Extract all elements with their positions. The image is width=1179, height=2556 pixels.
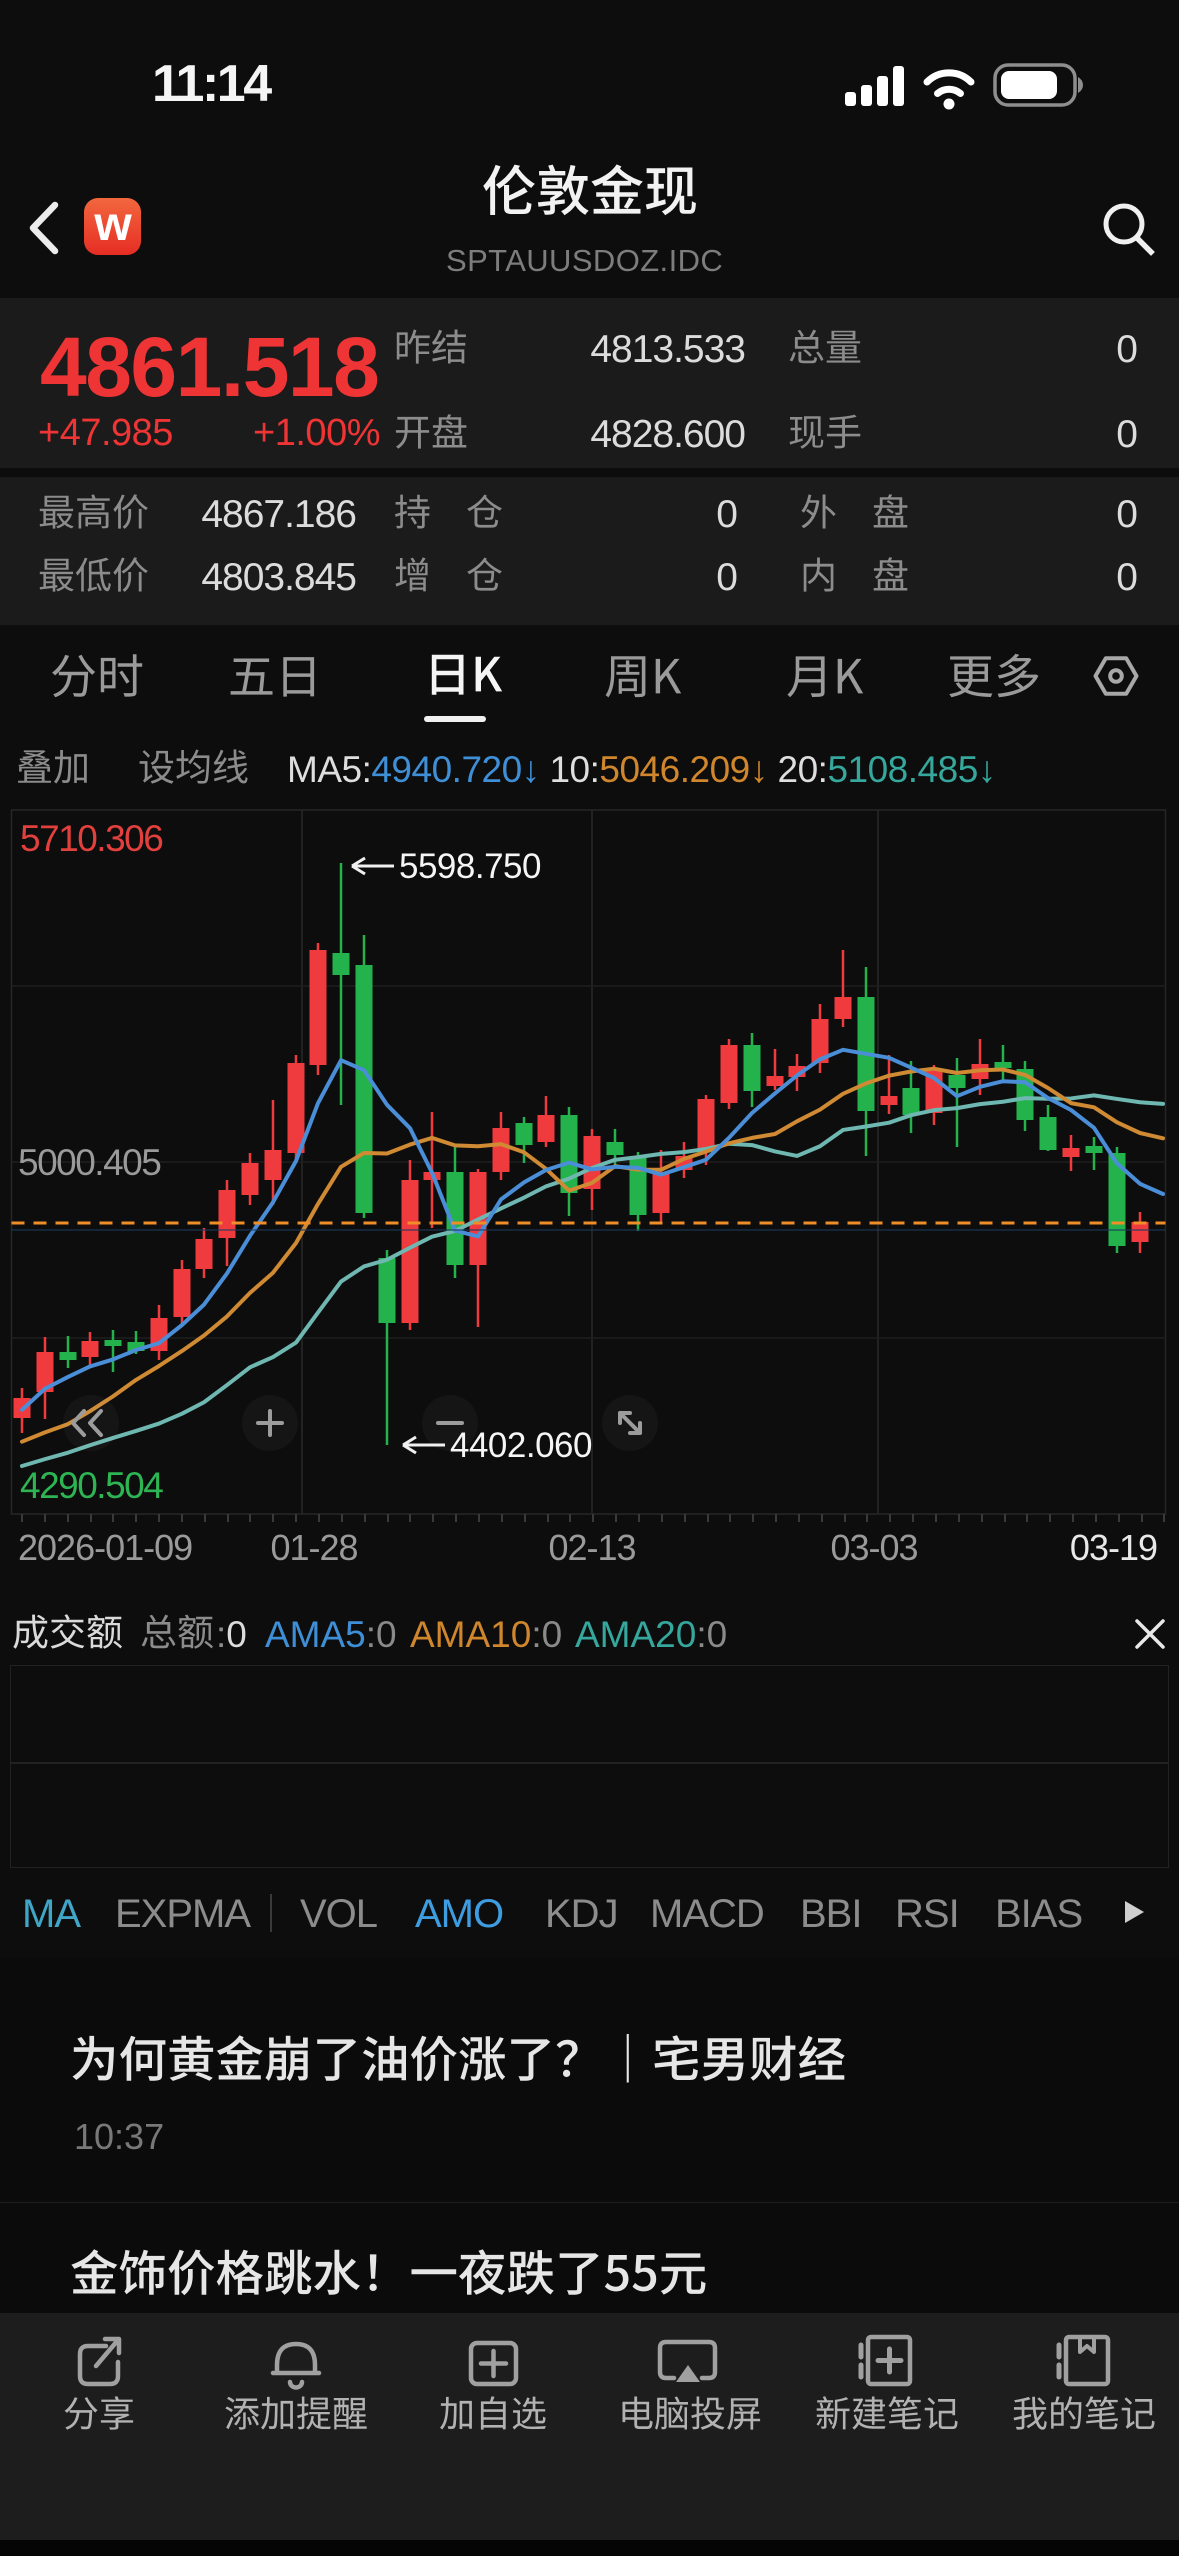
svg-text:5598.750: 5598.750 [399, 847, 541, 886]
svg-text:03-19: 03-19 [1070, 1527, 1157, 1568]
svg-text:02-13: 02-13 [548, 1527, 635, 1568]
svg-text:2026-01-09: 2026-01-09 [18, 1527, 192, 1568]
svg-text:5710.306: 5710.306 [20, 818, 162, 859]
svg-text:03-03: 03-03 [830, 1527, 917, 1568]
svg-text:4290.504: 4290.504 [20, 1465, 163, 1506]
svg-text:4402.060: 4402.060 [450, 1426, 592, 1465]
svg-text:5000.405: 5000.405 [18, 1142, 161, 1183]
svg-text:01-28: 01-28 [270, 1527, 357, 1568]
